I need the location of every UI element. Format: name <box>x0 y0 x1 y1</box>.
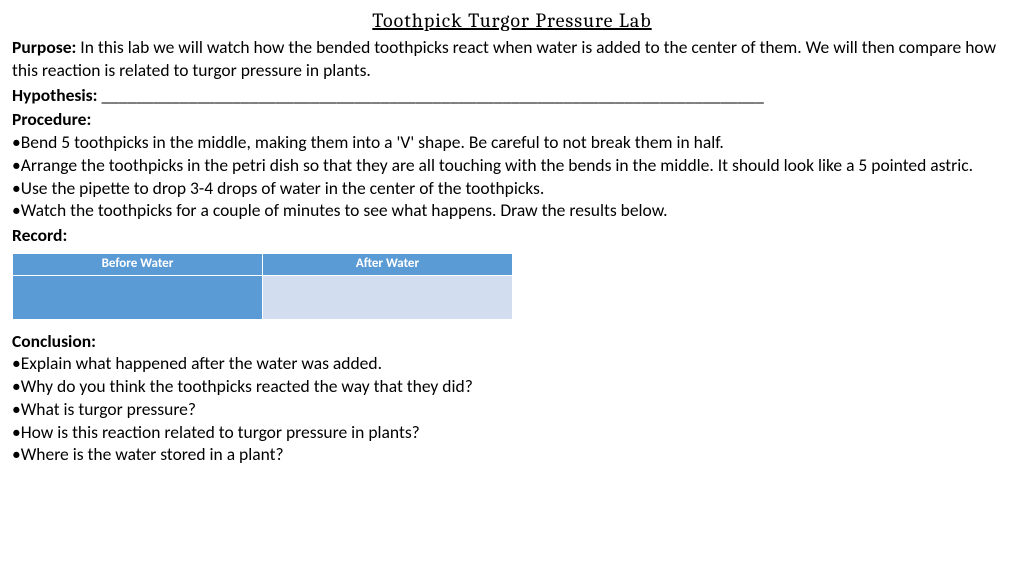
lab-title: Toothpick Turgor Pressure Lab <box>12 8 1012 34</box>
table-cell-before <box>13 275 263 319</box>
hypothesis-section: Hypothesis: ____________________________… <box>12 84 1012 107</box>
conclusion-item-text: How is this reaction related to turgor p… <box>21 421 420 443</box>
conclusion-item-text: Explain what happened after the water wa… <box>21 352 382 374</box>
purpose-text: In this lab we will watch how the bended… <box>12 36 996 81</box>
procedure-section: Procedure: Bend 5 toothpicks in the midd… <box>12 108 1012 222</box>
procedure-label: Procedure: <box>12 108 1012 131</box>
table-header-before: Before Water <box>13 253 263 275</box>
record-table: Before Water After Water <box>12 253 513 320</box>
list-item: Bend 5 toothpicks in the middle, making … <box>12 131 1012 154</box>
procedure-list: Bend 5 toothpicks in the middle, making … <box>12 131 1012 222</box>
procedure-item-text: Arrange the toothpicks in the petri dish… <box>21 154 973 176</box>
list-item: Explain what happened after the water wa… <box>12 352 1012 375</box>
conclusion-item-text: What is turgor pressure? <box>21 398 196 420</box>
record-section: Record: Before Water After Water <box>12 224 1012 320</box>
record-label: Record: <box>12 224 1012 247</box>
list-item: Arrange the toothpicks in the petri dish… <box>12 154 1012 177</box>
list-item: What is turgor pressure? <box>12 398 1012 421</box>
table-header-after: After Water <box>263 253 513 275</box>
purpose-label: Purpose: <box>12 36 76 58</box>
table-header-row: Before Water After Water <box>13 253 513 275</box>
list-item: How is this reaction related to turgor p… <box>12 421 1012 444</box>
hypothesis-blank: ________________________________________… <box>97 84 763 106</box>
list-item: Why do you think the toothpicks reacted … <box>12 375 1012 398</box>
conclusion-item-text: Why do you think the toothpicks reacted … <box>21 375 473 397</box>
table-row <box>13 275 513 319</box>
procedure-item-text: Bend 5 toothpicks in the middle, making … <box>21 131 724 153</box>
purpose-section: Purpose: In this lab we will watch how t… <box>12 36 1012 82</box>
hypothesis-label: Hypothesis: <box>12 84 97 106</box>
list-item: Use the pipette to drop 3-4 drops of wat… <box>12 177 1012 200</box>
list-item: Where is the water stored in a plant? <box>12 443 1012 466</box>
conclusion-item-text: Where is the water stored in a plant? <box>21 443 284 465</box>
conclusion-list: Explain what happened after the water wa… <box>12 352 1012 466</box>
conclusion-section: Conclusion: Explain what happened after … <box>12 330 1012 467</box>
conclusion-label: Conclusion: <box>12 330 1012 353</box>
procedure-item-text: Watch the toothpicks for a couple of min… <box>21 199 668 221</box>
procedure-item-text: Use the pipette to drop 3-4 drops of wat… <box>21 177 545 199</box>
table-cell-after <box>263 275 513 319</box>
list-item: Watch the toothpicks for a couple of min… <box>12 199 1012 222</box>
